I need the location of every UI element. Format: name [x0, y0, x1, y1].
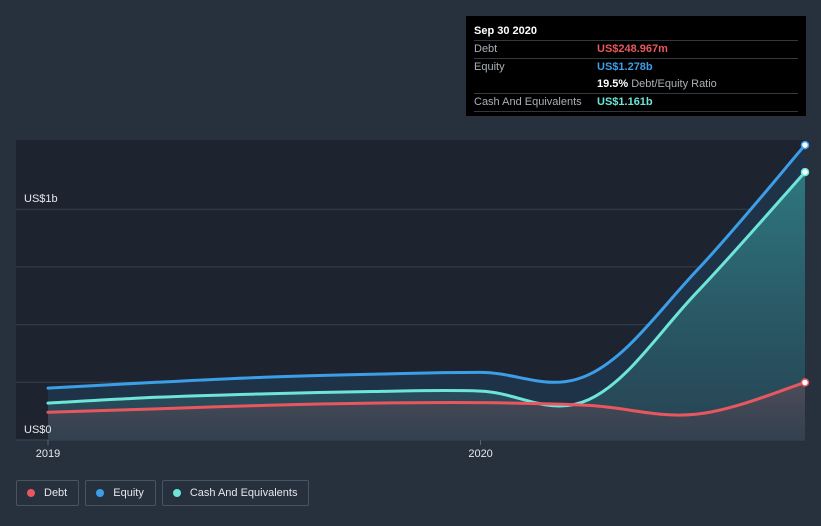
legend-label-debt: Debt — [44, 487, 68, 499]
tooltip-ratio-value: 19.5% — [597, 78, 629, 90]
legend-item-equity[interactable]: Equity — [85, 480, 156, 506]
legend-dot-debt — [27, 489, 35, 497]
tooltip-cash-row: Cash And Equivalents US$1.161b — [474, 93, 798, 112]
endpoint-cash-and-equivalents[interactable] — [800, 167, 810, 177]
legend-item-debt[interactable]: Debt — [16, 480, 80, 506]
tooltip-cash-label: Cash And Equivalents — [474, 96, 582, 108]
series-line-debt — [46, 381, 807, 417]
endpoint-equity[interactable] — [800, 140, 810, 150]
tooltip-debt-row: Debt US$248.967m — [474, 40, 798, 58]
endpoint-debt[interactable] — [800, 378, 810, 387]
tooltip-equity-label: Equity — [474, 61, 505, 73]
x-tick-label: 2019 — [36, 448, 60, 460]
data-tooltip: Sep 30 2020 Debt US$248.967m Equity US$1… — [466, 16, 806, 116]
area-equity — [48, 145, 805, 441]
area-debt — [48, 382, 805, 440]
legend-label-equity: Equity — [113, 487, 144, 499]
x-tick-label: 2020 — [468, 448, 492, 460]
tooltip-cash-value: US$1.161b — [597, 96, 653, 108]
legend-label-cash: Cash And Equivalents — [189, 487, 298, 499]
tooltip-equity-row: Equity US$1.278b — [474, 58, 798, 76]
y-tick-label: US$0 — [24, 424, 52, 436]
series-line-cash-and-equivalents — [46, 170, 807, 408]
tooltip-ratio-label: Debt/Equity Ratio — [631, 78, 717, 90]
tooltip-debt-value: US$248.967m — [597, 43, 668, 55]
tooltip-ratio-row: 19.5% Debt/Equity Ratio — [474, 76, 798, 93]
y-tick-label: US$1b — [24, 193, 58, 205]
legend-dot-equity — [96, 489, 105, 497]
legend-dot-cash — [172, 489, 181, 497]
tooltip-equity-value: US$1.278b — [597, 61, 653, 73]
series-line-equity — [46, 143, 807, 390]
chart-legend: Debt Equity Cash And Equivalents — [16, 480, 310, 506]
legend-item-cash[interactable]: Cash And Equivalents — [161, 480, 310, 506]
tooltip-date: Sep 30 2020 — [474, 25, 537, 37]
tooltip-debt-label: Debt — [474, 43, 498, 55]
